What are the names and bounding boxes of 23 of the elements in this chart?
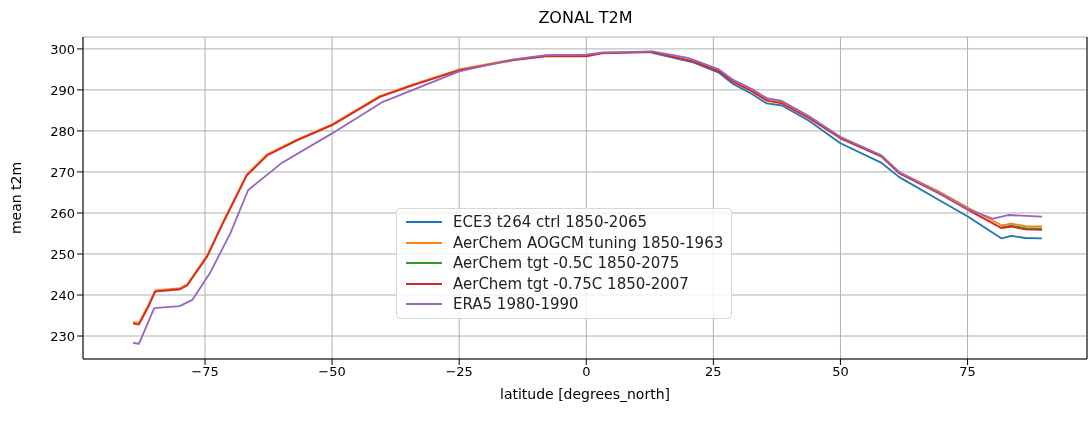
chart-title: ZONAL T2M: [537, 8, 634, 27]
legend-label: AerChem tgt -0.75C 1850-2007: [453, 273, 689, 294]
x-axis-title: latitude [degrees_north]: [500, 386, 670, 402]
legend-label: AerChem AOGCM tuning 1850-1963: [453, 232, 724, 253]
x-tick-label: 50: [832, 364, 849, 380]
legend-label: ECE3 t264 ctrl 1850-2065: [453, 212, 648, 233]
y-tick-label: 300: [50, 41, 75, 57]
y-tick-label: 240: [50, 287, 75, 303]
y-tick-label: 230: [50, 328, 75, 344]
y-tick-label: 250: [50, 246, 75, 262]
x-tick-label: 0: [582, 364, 591, 380]
x-tick-label: −75: [191, 364, 219, 380]
y-tick-label: 270: [50, 164, 75, 180]
y-tick-label: 290: [50, 82, 75, 98]
x-tick-label: 75: [959, 364, 976, 380]
legend-label: ERA5 1980-1990: [453, 294, 579, 315]
y-axis-title: mean t2m: [7, 161, 24, 235]
x-tick-label: −25: [445, 364, 473, 380]
y-tick-label: 280: [50, 123, 75, 139]
y-tick-label: 260: [50, 205, 75, 221]
x-tick-label: 25: [705, 364, 722, 380]
x-tick-label: −50: [318, 364, 346, 380]
legend-label: AerChem tgt -0.5C 1850-2075: [453, 253, 680, 274]
